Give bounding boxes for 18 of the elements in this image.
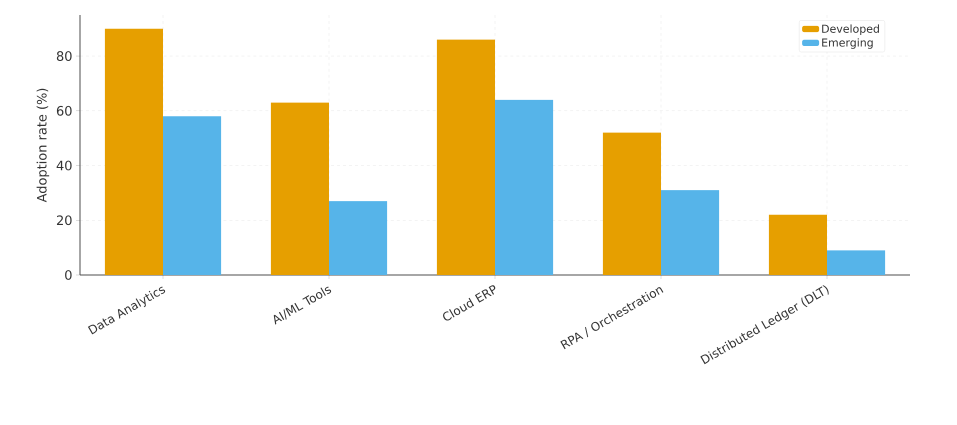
bar [163, 116, 222, 275]
y-axis-title: Adoption rate (%) [36, 88, 50, 202]
bar [602, 132, 662, 275]
legend-label: Developed [822, 24, 879, 35]
bar [768, 214, 828, 275]
bar [329, 201, 388, 275]
bar [104, 28, 163, 275]
bar [270, 102, 330, 275]
y-tick-label: 40 [56, 160, 72, 170]
bar [495, 100, 554, 275]
legend-label: Emerging [822, 38, 873, 49]
bar [436, 40, 496, 275]
y-tick-label: 0 [65, 270, 72, 280]
bar [827, 250, 886, 275]
y-tick-label: 20 [56, 215, 72, 226]
y-tick-label: 60 [56, 106, 72, 116]
y-tick-label: 80 [56, 51, 72, 61]
bar [661, 190, 720, 275]
